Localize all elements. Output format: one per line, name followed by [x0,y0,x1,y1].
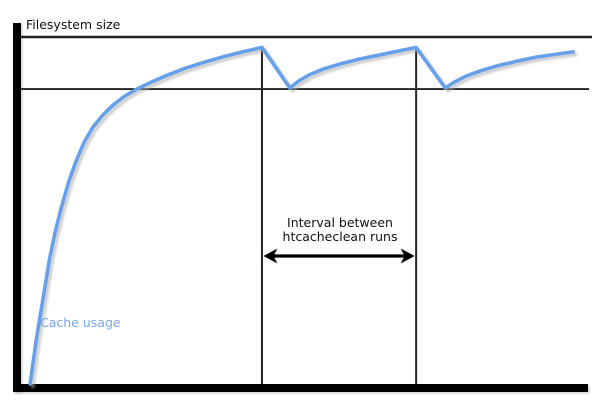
y-axis [13,23,21,392]
interval-arrow-head-left [263,248,278,264]
interval-arrow [263,248,415,264]
interval-arrow-head-right [400,248,415,264]
reference-lines [21,35,592,384]
axes [13,23,590,394]
interval-annotation-line2: htcacheclean runs [282,229,398,244]
interval-annotation: Interval between htcacheclean runs [264,216,416,244]
cache-usage-curve-shadow [30,48,578,389]
cache-usage-series [28,45,578,389]
cache-usage-label: Cache usage [40,315,121,330]
cache-usage-curve [28,45,575,386]
interval-annotation-line1: Interval between [287,215,393,230]
x-axis [13,384,588,392]
chart-title: Filesystem size [26,17,121,32]
